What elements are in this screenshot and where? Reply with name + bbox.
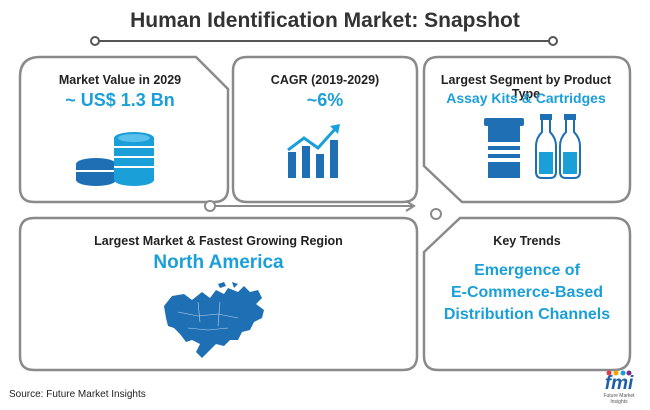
region-value: North America [153, 252, 284, 273]
page-title: Human Identification Market: Snapshot [130, 9, 520, 32]
cagr-value: ~6% [306, 90, 344, 110]
growth-chart-icon [287, 124, 340, 178]
logo-sub-text: Future Market Insights [603, 393, 635, 405]
cagr-label: CAGR (2019-2029) [270, 73, 380, 87]
segment-frame [422, 55, 632, 204]
fmi-logo: fmi Future Market Insights [596, 370, 642, 405]
market-value-frame [18, 55, 230, 204]
trends-frame [422, 216, 632, 372]
market-value-label: Market Value in 2029 [58, 73, 182, 87]
cagr-frame [231, 55, 419, 204]
title-rule-right-dot [548, 36, 558, 46]
connector-arrowhead [405, 200, 416, 212]
logo-dots-icon [606, 370, 632, 376]
title-rule-left-dot [90, 36, 100, 46]
coin-stack-icon [76, 132, 154, 186]
region-frame [18, 216, 419, 372]
north-america-map-icon [164, 282, 264, 358]
trends-line-2: E-Commerce-Based [450, 284, 604, 301]
trends-line-1: Emergence of [474, 262, 580, 279]
connector-dot-right [430, 208, 442, 220]
segment-value: Assay Kits & Cartridges [446, 90, 606, 106]
trends-label: Key Trends [493, 234, 561, 248]
assay-kit-icon [484, 114, 581, 179]
trends-line-3: Distribution Channels [443, 306, 611, 323]
title-rule [96, 40, 554, 42]
market-value-value: ~ US$ 1.3 Bn [65, 90, 175, 110]
connector-dot-left [204, 200, 216, 212]
segment-label: Largest Segment by Product Type [440, 73, 612, 101]
logo-main-text: fmi [604, 373, 634, 394]
region-label: Largest Market & Fastest Growing Region [94, 234, 343, 248]
source-note: Source: Future Market Insights [9, 389, 146, 400]
